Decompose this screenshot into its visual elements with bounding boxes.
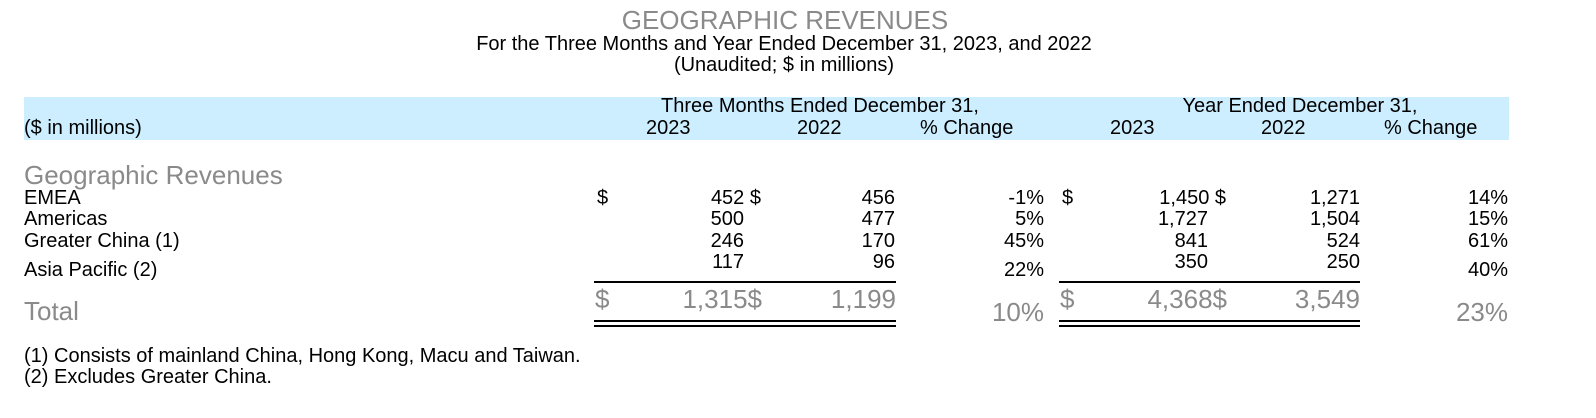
three-months-header: Three Months Ended December 31, bbox=[661, 95, 979, 117]
americas-y22: 1,504 bbox=[1309, 208, 1360, 230]
row-label-americas: Americas bbox=[24, 208, 108, 230]
total-q-dollar-sign: $ bbox=[595, 284, 610, 314]
total-y-change: 23% bbox=[1455, 297, 1508, 327]
row-label-emea: EMEA bbox=[24, 187, 81, 209]
greater-china-q22: 170 bbox=[861, 230, 895, 252]
asia-pacific-q-change: 22% bbox=[1003, 259, 1044, 281]
total-y23: 4,368$ bbox=[1147, 284, 1227, 314]
row-label-asia-pacific: Asia Pacific (2) bbox=[24, 259, 158, 281]
emea-q-change: -1% bbox=[1008, 187, 1044, 209]
greater-china-y22: 524 bbox=[1326, 230, 1360, 252]
q-total-double-rule bbox=[594, 320, 896, 327]
y-col-change: % Change bbox=[1384, 117, 1478, 139]
americas-q-change: 5% bbox=[1015, 208, 1044, 230]
header-band bbox=[24, 97, 1509, 140]
americas-y-change: 15% bbox=[1467, 208, 1508, 230]
total-y-dollar-sign: $ bbox=[1060, 284, 1075, 314]
q-col-change: % Change bbox=[920, 117, 1014, 139]
row-label-greater-china: Greater China (1) bbox=[24, 230, 180, 252]
section-title: Geographic Revenues bbox=[24, 160, 283, 190]
y-col-2022: 2022 bbox=[1261, 117, 1306, 139]
emea-q23: 452 $ bbox=[710, 187, 761, 209]
y-col-2023: 2023 bbox=[1110, 117, 1155, 139]
units-label: ($ in millions) bbox=[24, 117, 142, 139]
total-label: Total bbox=[24, 296, 79, 326]
footnote-2: (2) Excludes Greater China. bbox=[24, 366, 272, 388]
greater-china-q-change: 45% bbox=[1003, 230, 1044, 252]
emea-y22: 1,271 bbox=[1309, 187, 1360, 209]
asia-pacific-y-change: 40% bbox=[1467, 259, 1508, 281]
year-header: Year Ended December 31, bbox=[1182, 95, 1418, 117]
y-dollar-sign: $ bbox=[1062, 187, 1074, 209]
asia-pacific-y23: 350 bbox=[1174, 251, 1208, 273]
emea-y-change: 14% bbox=[1467, 187, 1508, 209]
total-y22: 3,549 bbox=[1294, 284, 1360, 314]
americas-q23: 500 bbox=[710, 208, 744, 230]
emea-y23: 1,450 $ bbox=[1159, 187, 1226, 209]
greater-china-q23: 246 bbox=[710, 230, 744, 252]
asia-pacific-q22: 96 bbox=[872, 251, 895, 273]
americas-q22: 477 bbox=[861, 208, 895, 230]
americas-y23: 1,727 bbox=[1157, 208, 1208, 230]
emea-q22: 456 bbox=[861, 187, 895, 209]
q-col-2023: 2023 bbox=[646, 117, 691, 139]
asia-pacific-q23: 117 bbox=[712, 251, 744, 273]
y-total-double-rule bbox=[1059, 320, 1360, 327]
y-subtotal-rule bbox=[1059, 281, 1360, 283]
q-subtotal-rule bbox=[594, 281, 896, 283]
report-note: (Unaudited; $ in millions) bbox=[673, 54, 895, 76]
footnote-1: (1) Consists of mainland China, Hong Kon… bbox=[24, 345, 581, 367]
total-q22: 1,199 bbox=[830, 284, 896, 314]
report-subtitle: For the Three Months and Year Ended Dece… bbox=[476, 33, 1092, 55]
greater-china-y-change: 61% bbox=[1467, 230, 1508, 252]
total-q23: 1,315$ bbox=[682, 284, 762, 314]
q-col-2022: 2022 bbox=[797, 117, 842, 139]
greater-china-y23: 841 bbox=[1174, 230, 1208, 252]
report-title: GEOGRAPHIC REVENUES bbox=[621, 5, 949, 35]
asia-pacific-y22: 250 bbox=[1326, 251, 1360, 273]
q-dollar-sign: $ bbox=[597, 187, 609, 209]
total-q-change: 10% bbox=[991, 297, 1044, 327]
